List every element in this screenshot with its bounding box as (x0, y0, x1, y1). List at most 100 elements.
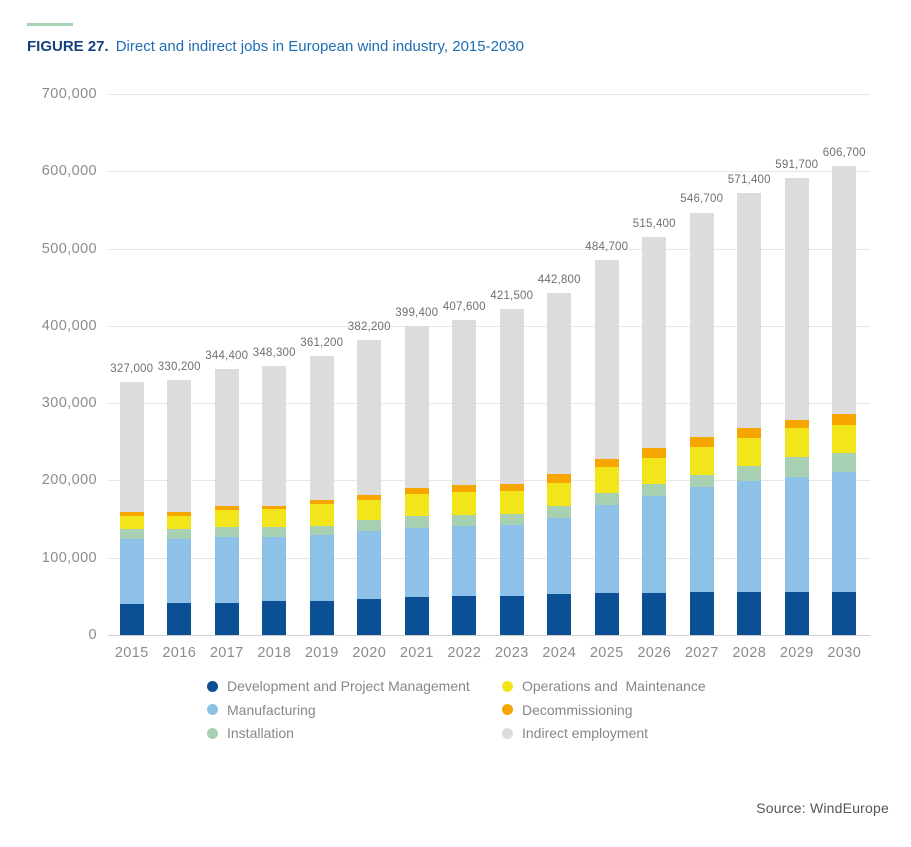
bar-column: 546,700 (678, 94, 726, 635)
gridline (108, 248, 870, 250)
bar-segment (167, 539, 192, 604)
bar-segment (167, 529, 192, 540)
bar-segment (784, 177, 809, 421)
bar-total-label: 606,700 (822, 147, 866, 160)
bar-segment (737, 465, 762, 482)
x-axis-tick-label: 2016 (162, 645, 197, 661)
x-axis-tick-label: 2028 (732, 645, 767, 661)
bar-segment (642, 236, 667, 449)
bar-segment (309, 499, 334, 504)
bar-segment (404, 493, 429, 517)
x-axis-tick-label: 2026 (637, 645, 672, 661)
x-axis-tick-label: 2017 (209, 645, 244, 661)
legend-item: Decommissioning (502, 702, 706, 718)
bar-total-label: 348,300 (252, 346, 296, 359)
bar-segment (737, 193, 762, 429)
bar-stack (689, 212, 714, 635)
bar-segment (689, 437, 714, 448)
bar-segment (357, 519, 382, 532)
bar-total-label: 442,800 (537, 273, 581, 286)
bar-segment (119, 382, 144, 513)
bar-segment (119, 516, 144, 530)
figure-label: FIGURE 27. (27, 38, 109, 55)
legend-item: Indirect employment (502, 725, 706, 741)
bar-total-label: 571,400 (727, 174, 771, 187)
bar-segment (832, 471, 857, 592)
bars-row: 327,000 330,200 344,400 348,300 361,200 382,2… (108, 94, 868, 635)
bar-segment (642, 448, 667, 459)
legend-label: Manufacturing (227, 701, 316, 718)
bar-segment (547, 292, 572, 475)
bar-segment (832, 166, 857, 415)
bar-total-label: 399,400 (395, 307, 439, 320)
legend-column: Operations and Maintenance Decommissionin… (502, 678, 706, 741)
legend-item: Operations and Maintenance (502, 678, 706, 694)
bar-segment (499, 595, 524, 635)
bar-column: 571,400 (726, 94, 774, 635)
legend-item: Installation (207, 725, 502, 741)
bar-column: 484,700 (583, 94, 631, 635)
bar-segment (167, 515, 192, 530)
legend-label: Operations and Maintenance (522, 678, 706, 694)
source-credit: Source: WindEurope (756, 800, 889, 816)
bar-segment (547, 518, 572, 595)
bar-segment (167, 603, 192, 635)
bar-segment (547, 594, 572, 635)
bar-segment (594, 492, 619, 506)
bar-stack (737, 193, 762, 635)
bar-segment (832, 591, 857, 635)
bar-segment (594, 467, 619, 493)
bar-segment (262, 365, 287, 506)
y-axis-tick-label: 200,000 (41, 472, 97, 489)
bar-column: 407,600 (441, 94, 489, 635)
bar-column: 515,400 (631, 94, 679, 635)
x-axis-tick-label: 2025 (589, 645, 624, 661)
bar-segment (642, 484, 667, 496)
x-axis-labels: 2015 2016 2017 2018 2019 2020 2021 2022 2023 2024… (108, 645, 868, 661)
bar-stack (119, 382, 144, 635)
bar-segment (119, 604, 144, 635)
bar-segment (737, 481, 762, 592)
bar-total-label: 327,000 (110, 363, 154, 376)
bar-stack (452, 320, 477, 635)
bar-stack (547, 292, 572, 635)
legend-label: Indirect employment (522, 725, 649, 741)
plot-area: 327,000 330,200 344,400 348,300 361,200 382,2… (108, 94, 870, 636)
legend-dot (502, 680, 513, 692)
bar-segment (784, 591, 809, 635)
bar-segment (832, 452, 857, 472)
bar-segment (357, 599, 382, 635)
bar-total-label: 361,200 (300, 336, 344, 349)
bar-segment (499, 513, 524, 525)
bar-segment (262, 526, 287, 537)
gridline (108, 635, 870, 636)
bar-column: 327,000 (108, 94, 156, 635)
bar-segment (594, 459, 619, 468)
legend-dot (207, 704, 218, 715)
bar-segment (214, 536, 239, 604)
x-axis-tick-label: 2030 (827, 645, 862, 661)
bar-segment (642, 592, 667, 635)
y-axis-tick-label: 500,000 (41, 240, 97, 257)
gridline (108, 480, 870, 482)
bar-segment (547, 474, 572, 483)
bar-stack (642, 236, 667, 635)
bar-total-label: 421,500 (490, 290, 534, 303)
y-axis-tick-label: 100,000 (41, 549, 97, 566)
bar-total-label: 407,600 (442, 300, 486, 313)
bar-segment (594, 592, 619, 635)
stacked-bar-chart: 700,000 600,000 500,000 400,000 300,000 200,0… (0, 86, 911, 694)
accent-line (27, 23, 73, 26)
bar-segment (784, 476, 809, 592)
legend-column: Development and Project Management Manufa… (207, 678, 502, 741)
y-axis-tick-label: 300,000 (41, 395, 97, 412)
x-axis-tick-label: 2020 (352, 645, 387, 661)
bar-column: 442,800 (536, 94, 584, 635)
bar-total-label: 330,200 (157, 360, 201, 373)
bar-column: 591,700 (773, 94, 821, 635)
bar-segment (404, 326, 429, 488)
bar-stack (784, 177, 809, 635)
bar-segment (689, 591, 714, 635)
bar-column: 344,400 (203, 94, 251, 635)
